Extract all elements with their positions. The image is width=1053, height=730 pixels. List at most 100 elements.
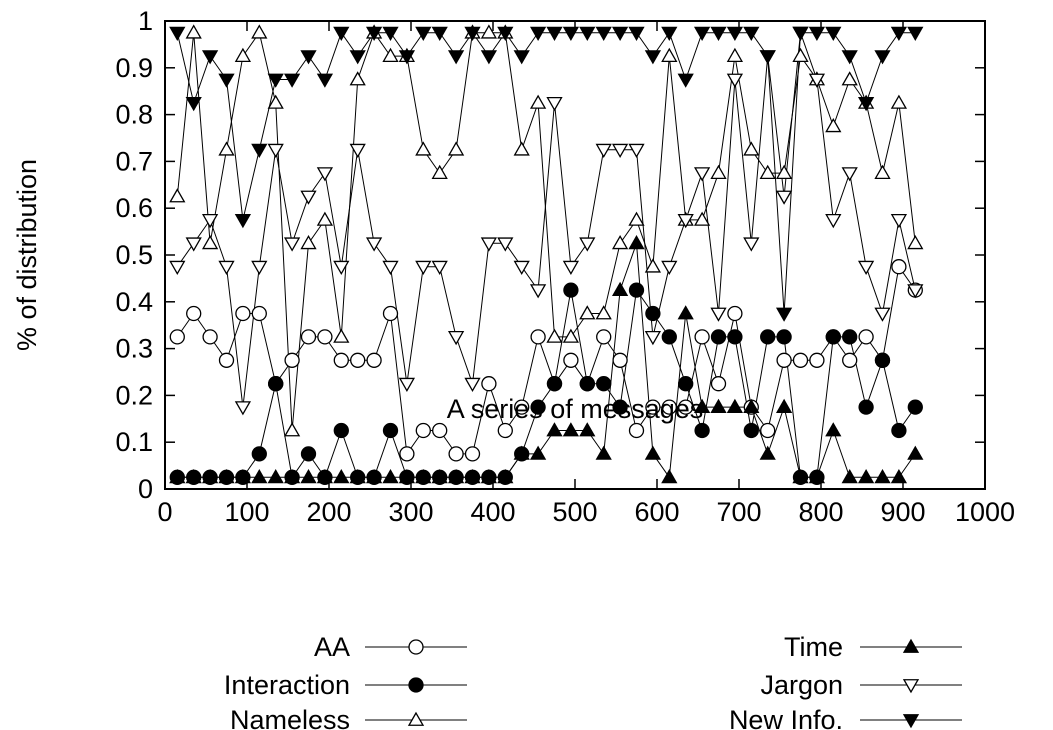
point-new-info [252,144,266,156]
point-new-info [170,27,184,39]
point-interaction [859,400,873,414]
point-time [302,470,316,482]
legend-entry-aa: AA [314,632,467,662]
point-interaction [876,353,890,367]
point-nameless [744,143,758,155]
x-tick-label: 1000 [955,497,1015,527]
point-time [564,424,578,436]
point-aa [859,330,873,344]
y-tick-label: 0.5 [115,240,153,270]
x-tick-label: 0 [157,497,172,527]
point-interaction [564,283,578,297]
x-tick-label: 400 [470,497,515,527]
point-new-info [285,74,299,86]
point-nameless [515,143,529,155]
point-nameless [236,49,250,61]
legend-label: Time [784,632,843,662]
point-aa [252,307,266,321]
y-tick-label: 0 [138,474,153,504]
point-new-info [531,27,545,39]
point-interaction [908,400,922,414]
x-tick-label: 600 [634,497,679,527]
point-aa [810,353,824,367]
point-aa [613,353,627,367]
y-tick-label: 0.2 [115,380,153,410]
point-new-info [580,27,594,39]
point-aa [843,353,857,367]
legend-marker [904,680,918,692]
point-new-info [630,27,644,39]
point-nameless [170,190,184,202]
point-aa [351,353,365,367]
series-line-nameless [177,33,915,431]
point-aa [466,447,480,461]
x-tick-label: 800 [798,497,843,527]
point-nameless [285,424,299,436]
point-new-info [892,27,906,39]
x-tick-label: 100 [224,497,269,527]
point-interaction [744,424,758,438]
point-time [384,470,398,482]
point-interaction [269,377,283,391]
point-jargon [220,261,234,273]
point-new-info [728,27,742,39]
point-time [662,470,676,482]
point-nameless [761,166,775,178]
point-new-info [597,27,611,39]
point-aa [220,353,234,367]
point-nameless [826,119,840,131]
point-interaction [712,330,726,344]
point-interaction [843,330,857,344]
point-new-info [564,27,578,39]
point-aa [236,307,250,321]
point-new-info [876,51,890,63]
legend-marker [904,715,918,727]
point-interaction [695,424,709,438]
legend-marker [904,640,918,652]
point-time [728,400,742,412]
legend-label: AA [314,632,350,662]
legend-label: Nameless [230,705,350,730]
point-jargon [400,378,414,390]
point-interaction [252,447,266,461]
legend-entry-time: Time [784,632,962,662]
point-new-info [810,27,824,39]
point-jargon [876,308,890,320]
point-aa [564,353,578,367]
x-tick-label: 300 [388,497,433,527]
point-aa [728,307,742,321]
point-nameless [187,26,201,38]
point-nameless [613,236,627,248]
point-jargon [580,238,594,250]
point-new-info [187,98,201,110]
point-new-info [794,27,808,39]
y-tick-label: 0.1 [115,427,153,457]
point-jargon [564,261,578,273]
x-tick-label: 700 [716,497,761,527]
point-nameless [597,307,611,319]
y-tick-label: 0.4 [115,287,153,317]
point-nameless [433,166,447,178]
x-tick-label: 900 [880,497,925,527]
point-jargon [416,261,430,273]
point-jargon [384,261,398,273]
point-nameless [646,260,660,272]
point-interaction [646,307,660,321]
point-time [580,424,594,436]
point-aa [695,330,709,344]
point-time [334,470,348,482]
point-jargon [367,238,381,250]
point-nameless [908,236,922,248]
point-aa [367,353,381,367]
point-new-info [843,51,857,63]
point-nameless [630,213,644,225]
legend-label: New Info. [729,705,843,730]
point-jargon [859,261,873,273]
point-interaction [761,330,775,344]
point-new-info [613,27,627,39]
point-interaction [662,330,676,344]
point-nameless [318,213,332,225]
point-jargon [433,261,447,273]
point-new-info [318,74,332,86]
